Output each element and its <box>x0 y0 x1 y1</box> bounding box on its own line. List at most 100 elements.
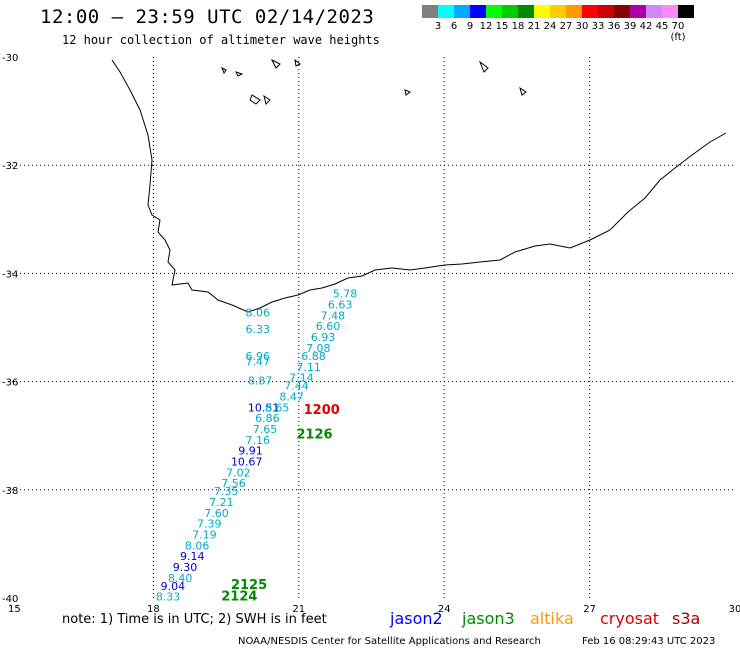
satellite-legend-entry: altika <box>530 609 574 628</box>
latitude-label: -38 <box>2 486 18 497</box>
wave-height-reading: 7.56 <box>221 477 246 490</box>
colorbar-tick-label: 42 <box>639 21 653 32</box>
coastline <box>111 59 727 313</box>
wave-height-reading: 6.96 <box>245 350 270 363</box>
wave-height-reading: 10.67 <box>231 455 262 468</box>
wave-height-reading: 6.63 <box>328 299 353 312</box>
colorbar-tick-label: 24 <box>543 21 557 32</box>
longitude-label: 27 <box>583 604 596 615</box>
colorbar-swatch <box>662 5 678 18</box>
satellite-legend-entry: jason3 <box>462 609 515 628</box>
wave-height-reading: 9.30 <box>173 561 198 574</box>
pass-time-label: 1200 <box>304 403 340 418</box>
colorbar-swatch <box>438 5 454 18</box>
colorbar-tick-label: 3 <box>434 21 442 32</box>
pass-time-label: 2124 <box>221 590 257 605</box>
colorbar-tick-label: 33 <box>591 21 605 32</box>
colorbar-tick-label: 18 <box>511 21 525 32</box>
colorbar-tick-label: 45 <box>655 21 669 32</box>
wave-height-reading: 8.33 <box>156 591 181 604</box>
wave-height-reading: 10.51 <box>248 401 280 414</box>
wave-height-reading: 7.08 <box>306 342 331 355</box>
latitude-label: -34 <box>2 269 18 280</box>
colorbar-swatch <box>422 5 438 18</box>
longitude-label: 30 <box>729 604 740 615</box>
colorbar-swatch <box>486 5 502 18</box>
colorbar-swatch <box>470 5 486 18</box>
longitude-label: 24 <box>438 604 451 615</box>
wave-height-reading: 6.93 <box>311 331 336 344</box>
colorbar-swatch <box>598 5 614 18</box>
wave-height-reading: 7.65 <box>253 423 277 436</box>
colorbar-tick-label: 15 <box>495 21 509 32</box>
wave-height-reading: 7.44 <box>284 380 309 393</box>
colorbar-swatch <box>582 5 598 18</box>
wave-height-reading: 7.60 <box>204 507 229 520</box>
wave-height-reading: 7.11 <box>296 361 321 374</box>
colorbar-swatch <box>630 5 646 18</box>
colorbar-swatch <box>534 5 550 18</box>
wave-height-reading: 6.60 <box>316 320 341 333</box>
units-note: note: 1) Time is in UTC; 2) SWH is in fe… <box>62 612 327 627</box>
colorbar-swatch <box>518 5 534 18</box>
wave-height-reading: 7.35 <box>214 485 239 498</box>
colorbar-swatch <box>502 5 518 18</box>
wave-height-reading: 7.02 <box>226 466 251 479</box>
longitude-label: 21 <box>292 604 305 615</box>
wave-height-colorbar <box>422 5 694 18</box>
longitude-label: 18 <box>147 604 160 615</box>
pass-time-label: 2125 <box>231 578 267 593</box>
wave-height-reading: 9.04 <box>161 580 186 593</box>
colorbar-tick-label: 39 <box>623 21 637 32</box>
colorbar-tick-label: 70 (ft) <box>670 21 686 43</box>
generated-timestamp: Feb 16 08:29:43 UTC 2023 <box>582 636 716 647</box>
colorbar-swatch <box>614 5 630 18</box>
colorbar-swatch <box>454 5 470 18</box>
wave-height-reading: 8.06 <box>185 539 210 552</box>
colorbar-tick-label: 12 <box>479 21 493 32</box>
colorbar-swatch <box>550 5 566 18</box>
longitude-label: 15 <box>8 604 21 615</box>
colorbar-labels: 3 6 9 12 15 18 21 24 27 30 33 36 39 42 45 70 (ft) <box>422 21 740 43</box>
altimeter-observations: 5.786.637.486.606.937.086.887.117.147.44… <box>156 288 357 604</box>
colorbar-tick-label: 27 <box>559 21 573 32</box>
wave-height-reading: 6.88 <box>301 350 326 363</box>
satellite-legend-entry: jason2 <box>390 609 443 628</box>
wave-height-reading: 7.14 <box>289 372 314 385</box>
colorbar-tick-label: 36 <box>607 21 621 32</box>
latitude-label: -30 <box>2 53 18 64</box>
wave-height-reading: 5.78 <box>333 288 358 301</box>
wave-height-reading: 6.33 <box>245 323 270 336</box>
colorbar-tick-label: 30 <box>575 21 589 32</box>
wave-height-reading: 7.48 <box>321 309 346 322</box>
latitude-label: -40 <box>2 594 18 605</box>
wave-height-reading: 7.19 <box>192 528 217 541</box>
wave-height-reading: 6.86 <box>255 412 280 425</box>
satellite-legend-entry: s3a <box>672 609 701 628</box>
islands <box>221 58 527 105</box>
wave-height-reading: 7.39 <box>197 518 222 531</box>
map-title: 12:00 – 23:59 UTC 02/14/2023 <box>40 6 375 28</box>
wave-height-reading: 9.14 <box>180 550 205 563</box>
colorbar-swatch <box>566 5 582 18</box>
latitude-label: -36 <box>2 378 18 389</box>
wave-height-reading: 8.40 <box>168 572 193 585</box>
map-subtitle: 12 hour collection of altimeter wave hei… <box>62 33 380 47</box>
wave-height-reading: 8.65 <box>265 401 290 414</box>
colorbar-tick-label: 6 <box>450 21 458 32</box>
wave-height-reading: 7.21 <box>209 496 234 509</box>
wave-height-reading: 7.47 <box>245 355 270 368</box>
latitude-label: -32 <box>2 161 18 172</box>
colorbar-tick-label: 9 <box>466 21 474 32</box>
wave-height-reading: 8.87 <box>248 374 273 387</box>
colorbar-tick-label: 21 <box>527 21 541 32</box>
wave-height-reading: 9.91 <box>238 445 263 458</box>
colorbar-swatch <box>646 5 662 18</box>
wave-height-reading: 8.47 <box>279 391 304 404</box>
wave-height-reading: 7.16 <box>245 434 270 447</box>
credit-line: NOAA/NESDIS Center for Satellite Applica… <box>238 636 541 647</box>
satellite-legend-entry: cryosat <box>600 609 660 628</box>
